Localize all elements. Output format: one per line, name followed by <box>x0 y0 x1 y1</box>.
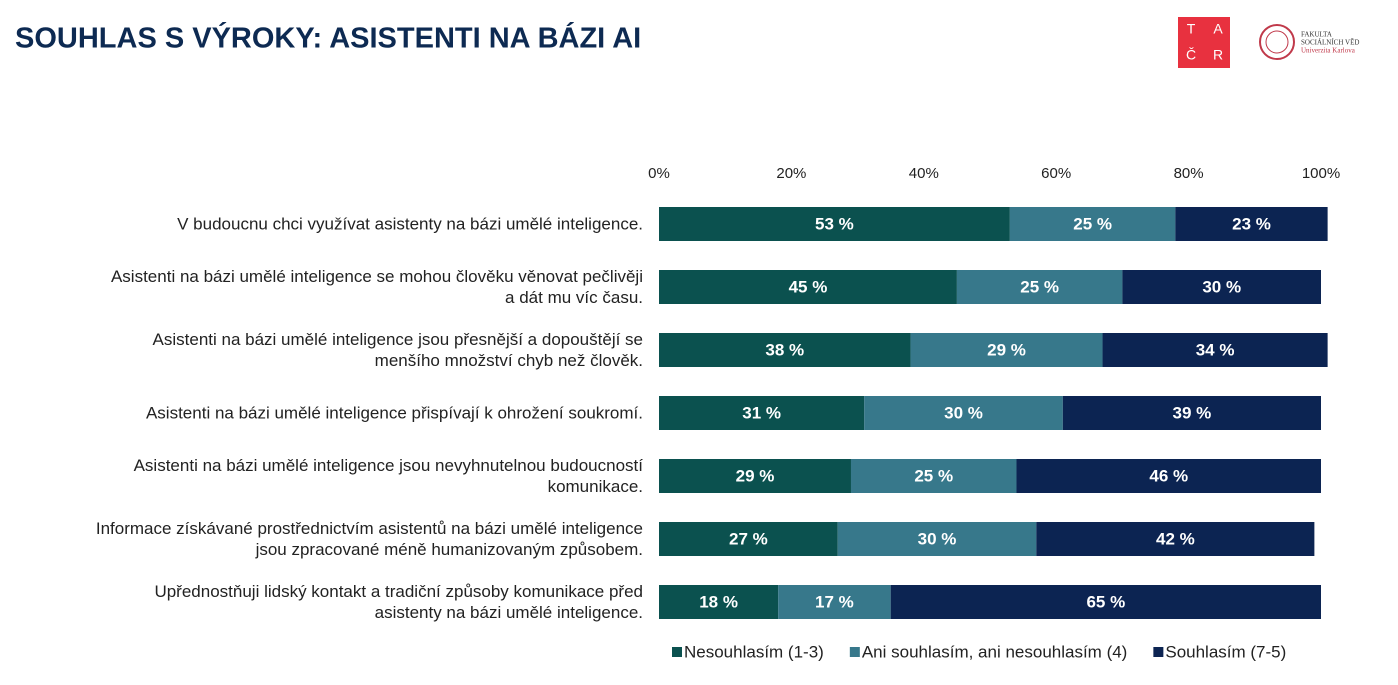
bar-segment <box>864 396 1063 430</box>
logo-seal <box>1265 30 1289 54</box>
value-label: 30 % <box>918 529 957 548</box>
value-label: 17 % <box>815 592 854 611</box>
legend-label: Ani souhlasím, ani nesouhlasím (4) <box>862 642 1128 661</box>
value-label: 45 % <box>789 277 828 296</box>
value-label: 29 % <box>736 466 775 485</box>
value-label: 42 % <box>1156 529 1195 548</box>
bar-segment <box>1016 459 1321 493</box>
logo-letter: T <box>1187 21 1196 37</box>
value-label: 34 % <box>1196 340 1235 359</box>
logo-seal <box>1259 24 1295 60</box>
category-label: Asistenti na bázi umělé inteligence jsou… <box>152 330 643 370</box>
category-label: Informace získávané prostřednictvím asis… <box>95 519 643 559</box>
value-label: 53 % <box>815 214 854 233</box>
logo-letter: A <box>1213 21 1223 37</box>
category-label: Upřednostňuji lidský kontakt a tradiční … <box>154 582 643 622</box>
bar-segment <box>890 585 1321 619</box>
x-tick-label: 40% <box>909 165 939 182</box>
value-label: 29 % <box>987 340 1026 359</box>
bar-segment <box>850 459 1017 493</box>
x-tick-label: 60% <box>1041 165 1071 182</box>
category-label: Asistenti na bázi umělé inteligence přis… <box>145 403 643 423</box>
value-label: 30 % <box>944 403 983 422</box>
value-label: 23 % <box>1232 214 1271 233</box>
logo-text: Univerzita Karlova <box>1301 47 1356 55</box>
value-label: 25 % <box>1073 214 1112 233</box>
logo-text: FAKULTA <box>1301 31 1332 39</box>
fsv-logo: FAKULTA SOCIÁLNÍCH VĚD Univerzita Karlov… <box>1259 24 1359 60</box>
value-label: 39 % <box>1173 403 1212 422</box>
value-label: 25 % <box>914 466 953 485</box>
x-tick-label: 100% <box>1302 165 1340 182</box>
chart-title: SOUHLAS S VÝROKY: ASISTENTI NA BÁZI AI <box>15 21 641 55</box>
category-label: V budoucnu chci využívat asistenty na bá… <box>177 214 643 234</box>
value-label: 25 % <box>1020 277 1059 296</box>
value-label: 31 % <box>742 403 781 422</box>
value-label: 18 % <box>699 592 738 611</box>
bar-segment <box>1102 333 1328 367</box>
value-label: 38 % <box>765 340 804 359</box>
bar-segment <box>659 270 957 304</box>
bar-segment <box>837 522 1037 556</box>
category-label: Asistenti na bázi umělé inteligence jsou… <box>133 456 643 496</box>
bar-segment <box>659 459 851 493</box>
logo-box <box>1178 17 1230 68</box>
x-tick-label: 20% <box>776 165 806 182</box>
logo-text: SOCIÁLNÍCH VĚD <box>1301 39 1359 47</box>
bar-segment <box>659 585 779 619</box>
bar-segment <box>1062 396 1321 430</box>
legend-swatch <box>1153 647 1164 657</box>
bar-segment <box>778 585 891 619</box>
value-label: 46 % <box>1149 466 1188 485</box>
legend-label: Nesouhlasím (1-3) <box>684 642 824 661</box>
value-label: 27 % <box>729 529 768 548</box>
bar-segment <box>1122 270 1321 304</box>
logo-letter: Č <box>1186 47 1196 63</box>
tacr-logo: T A Č R <box>1178 17 1230 68</box>
bar-segment <box>1036 522 1315 556</box>
legend-swatch <box>849 647 860 657</box>
legend-label: Souhlasím (7-5) <box>1165 642 1286 661</box>
bar-segment <box>1009 207 1176 241</box>
legend-swatch <box>672 647 682 657</box>
bar-segment <box>659 396 865 430</box>
x-tick-label: 80% <box>1174 165 1204 182</box>
bar-segment <box>659 207 1010 241</box>
logo-letter: R <box>1213 47 1223 63</box>
value-label: 65 % <box>1086 592 1125 611</box>
x-tick-label: 0% <box>648 165 670 182</box>
bar-segment <box>910 333 1103 367</box>
bar-segment <box>659 333 911 367</box>
value-label: 30 % <box>1202 277 1241 296</box>
bar-segment <box>1175 207 1328 241</box>
category-label: Asistenti na bázi umělé inteligence se m… <box>110 267 643 307</box>
bar-segment <box>659 522 838 556</box>
bar-segment <box>956 270 1123 304</box>
